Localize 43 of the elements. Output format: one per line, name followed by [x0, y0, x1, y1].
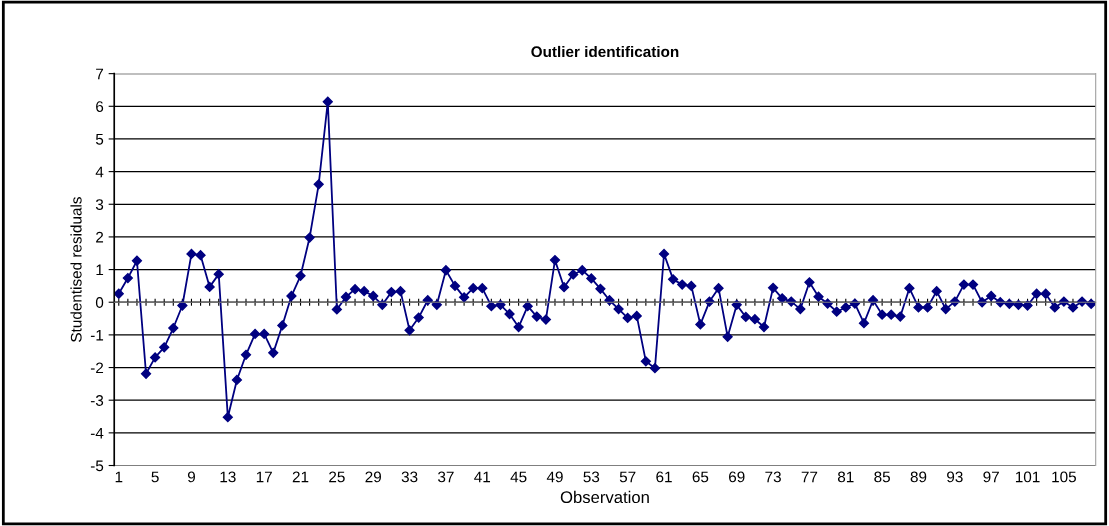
x-tick-label: 85 — [874, 471, 890, 483]
x-tick-label: 89 — [910, 471, 927, 483]
x-tick-label: 93 — [947, 471, 963, 483]
x-tick-label: 77 — [801, 471, 818, 483]
y-tick-label: 7 — [96, 68, 104, 80]
y-tick-label: 3 — [95, 199, 104, 210]
y-tick-label: -3 — [90, 395, 104, 406]
y-tick-label: -1 — [90, 329, 104, 341]
y-tick-label: -5 — [90, 460, 104, 472]
x-tick-label: 1 — [115, 471, 123, 483]
x-tick-label: 29 — [365, 471, 381, 483]
x-tick-label: 81 — [837, 471, 854, 483]
x-tick-label: 57 — [619, 471, 636, 483]
x-tick-label: 13 — [220, 471, 236, 483]
x-tick-label: 49 — [546, 471, 563, 483]
y-tick-label: -4 — [90, 427, 104, 439]
x-tick-label: 45 — [510, 471, 527, 483]
x-tick-label: 61 — [656, 471, 672, 483]
x-tick-label: 53 — [583, 471, 600, 483]
y-tick-label: 1 — [96, 264, 104, 276]
x-tick-label: 73 — [765, 471, 781, 483]
y-tick-label: 0 — [95, 297, 104, 308]
y-tick-label: 2 — [96, 231, 104, 243]
x-tick-label: 105 — [1052, 471, 1076, 483]
x-tick-label: 33 — [401, 471, 418, 483]
y-axis-title: Studentised residuals — [70, 197, 82, 342]
x-tick-label: 97 — [983, 471, 999, 483]
x-axis-title: Observation — [560, 490, 649, 504]
y-tick-label: 5 — [95, 133, 104, 145]
x-tick-label: 21 — [292, 471, 309, 483]
y-tick-label: 6 — [96, 101, 104, 112]
y-tick-label: 4 — [95, 166, 104, 178]
x-tick-label: 101 — [1015, 471, 1040, 483]
x-tick-label: 5 — [151, 471, 159, 483]
chart-title: Outlier identification — [531, 45, 679, 58]
x-tick-label: 41 — [474, 471, 491, 483]
x-tick-label: 17 — [256, 471, 272, 483]
x-tick-label: 25 — [329, 471, 345, 483]
x-tick-label: 37 — [438, 471, 454, 483]
x-tick-label: 69 — [729, 471, 745, 483]
y-tick-label: -2 — [90, 362, 104, 374]
x-tick-label: 9 — [187, 471, 195, 483]
x-tick-label: 65 — [692, 471, 709, 483]
